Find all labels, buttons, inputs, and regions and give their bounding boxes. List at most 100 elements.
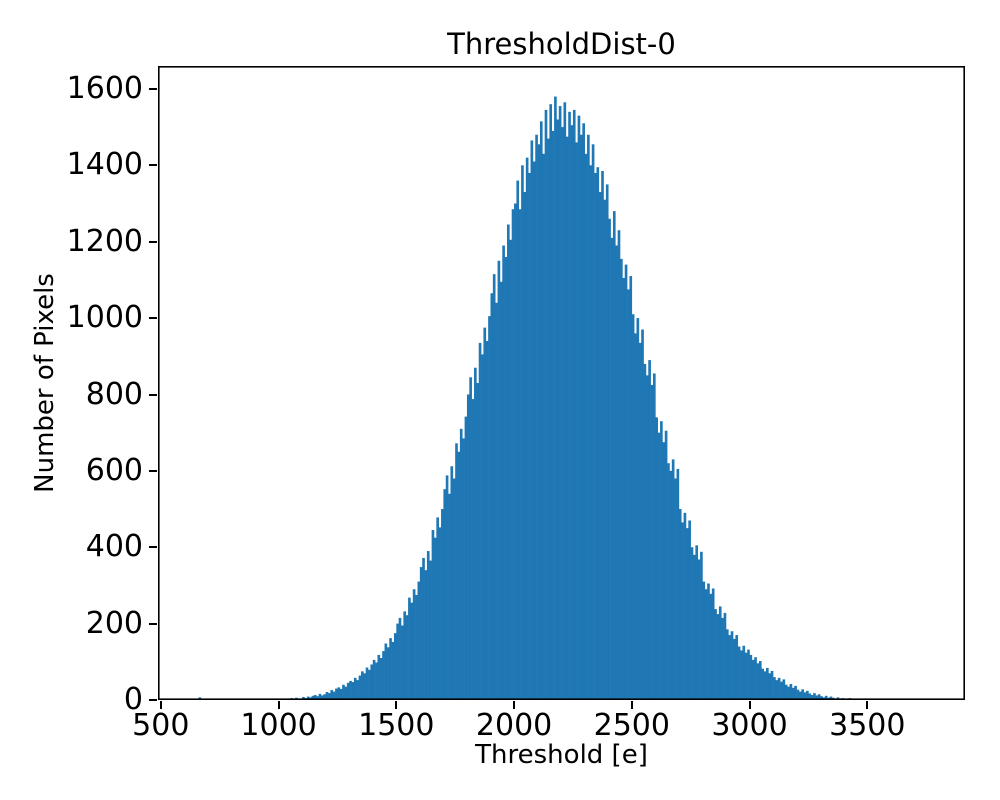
histogram-bar [342,684,345,700]
histogram-bar [306,696,310,700]
histogram-bar [572,109,576,700]
histogram-bar [735,635,739,700]
histogram-bar [478,342,482,700]
histogram-bar [794,685,797,700]
histogram-bar [424,570,428,700]
histogram-bar [766,667,769,700]
histogram-bar [652,373,656,700]
histogram-bar [824,695,828,700]
histogram-bar [787,686,790,700]
histogram-bar [488,316,491,700]
x-tick-label: 1500 [358,708,435,743]
histogram-bar [415,594,418,700]
histogram-bar [469,377,472,700]
y-tick-label: 1200 [66,223,143,259]
x-tick-mark [513,701,516,709]
histogram-bar [443,489,447,700]
histogram-bar [549,104,553,700]
histogram-bar [370,664,374,700]
histogram-bar [436,517,439,700]
y-tick-label: 0 [123,682,143,717]
histogram-bar [379,657,383,700]
histogram-bar [645,375,649,700]
histogram-bar [620,258,623,700]
histogram-bar [474,367,477,700]
histogram-bar [521,165,524,700]
histogram-bar [579,134,583,700]
y-axis-label: Number of Pixels [30,273,60,493]
histogram-bar [775,680,779,700]
histogram-bar [664,430,668,700]
x-tick-mark [395,701,398,709]
histogram-bar [693,554,696,700]
histogram-bar [551,130,555,700]
x-tick-mark [866,701,869,709]
histogram-bar [389,638,392,700]
histogram-bar [332,691,336,700]
histogram-bar [742,645,746,700]
histogram-bar [641,329,644,700]
histogram-bar [730,631,734,700]
histogram-bar [476,383,480,700]
histogram-bar [808,693,812,700]
histogram-bar [669,470,673,700]
histogram-bar [375,662,378,700]
histogram-bar [577,115,581,700]
x-tick-label: 2000 [475,708,553,743]
histogram-bar [441,509,444,700]
x-tick-label: 3000 [711,708,788,743]
x-axis-label: Threshold [e] [475,740,648,770]
y-tick-label: 200 [85,605,143,641]
histogram-bar [349,680,352,700]
y-tick-label: 600 [85,452,143,488]
histogram-bar [643,363,647,700]
histogram-bar [384,643,388,700]
histogram-bar [737,646,741,700]
histogram-bar [777,677,781,700]
histogram-bar [798,691,802,700]
histogram-bar [740,650,743,700]
histogram-bar [537,144,541,700]
y-tick-mark [149,622,157,625]
histogram-bar [372,659,376,700]
histogram-bar [754,657,757,700]
histogram-bar [721,617,724,700]
y-tick-mark [149,164,157,167]
histogram-bar [813,693,816,700]
histogram-bar [610,237,614,700]
histogram-bar [714,609,717,700]
histogram-bar [568,111,571,700]
x-tick-label: 500 [132,708,190,743]
histogram-bar [356,680,359,700]
histogram-bar [462,438,465,700]
histogram-bar [438,527,442,700]
histogram-bar [417,581,421,700]
histogram-bar [815,695,819,700]
chart-title: ThresholdDist-0 [447,27,676,61]
histogram-bar [535,134,538,700]
histogram-bar [393,633,397,700]
histogram-bar [674,478,677,700]
histogram-bar [335,688,338,700]
histogram-bar [761,668,764,700]
histogram-bar [464,416,468,700]
histogram-bar [784,684,788,700]
histogram-bar [445,475,449,700]
histogram-bar [448,493,451,700]
histogram-bar [615,245,618,700]
histogram-bar [320,695,324,700]
histogram-bar [709,593,713,700]
histogram-bar [365,667,369,700]
histogram-bar [391,641,395,700]
histogram-bar [648,360,651,700]
histogram-bar [723,612,727,700]
histogram-bar [495,302,498,700]
histogram-bar [426,551,430,700]
histogram-bar [768,673,772,700]
y-tick-label: 1400 [66,147,143,183]
histogram-bar [744,652,748,700]
histogram-bar [806,690,809,700]
histogram-bar [502,245,505,700]
y-tick-label: 1600 [66,70,143,106]
